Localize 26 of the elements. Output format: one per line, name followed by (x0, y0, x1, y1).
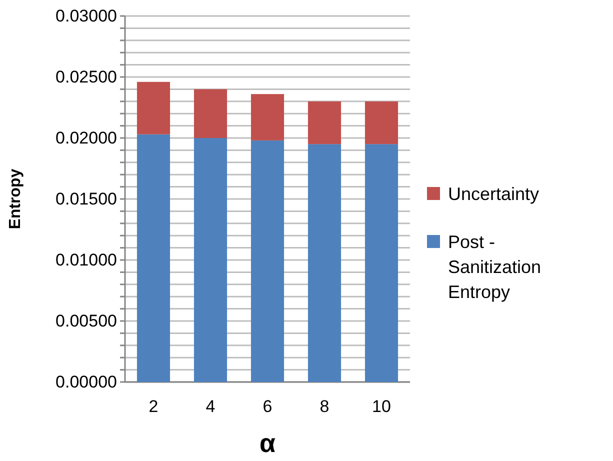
y-tick-label: 0.02000 (56, 128, 117, 148)
bar (250, 94, 284, 140)
y-axis-title: Entropy (7, 168, 24, 230)
y-tick-label: 0.02500 (56, 67, 117, 86)
y-tick-label: 0.01000 (56, 250, 117, 270)
y-tick-label: 0.01500 (56, 189, 117, 208)
bar (136, 82, 170, 134)
x-axis-title: α (260, 428, 276, 458)
bar (136, 134, 170, 382)
x-tick-label: 10 (372, 397, 391, 416)
legend-label: Uncertainty (448, 184, 540, 204)
bar (194, 138, 228, 382)
legend-label: Post - Sanitization Entropy (448, 232, 542, 302)
bar (308, 101, 342, 144)
x-tick-label: 6 (262, 397, 272, 416)
y-tick-label: 0.00000 (56, 372, 117, 392)
x-tick-label: 4 (206, 397, 216, 416)
bar (308, 144, 342, 382)
bar (364, 101, 398, 144)
x-tick-label: 2 (148, 397, 158, 416)
bar (364, 144, 398, 382)
y-tick-label: 0.03000 (56, 6, 117, 26)
y-tick-label: 0.00500 (56, 311, 117, 330)
bar (194, 89, 228, 138)
x-tick-label: 8 (320, 397, 330, 416)
bar (250, 140, 284, 382)
